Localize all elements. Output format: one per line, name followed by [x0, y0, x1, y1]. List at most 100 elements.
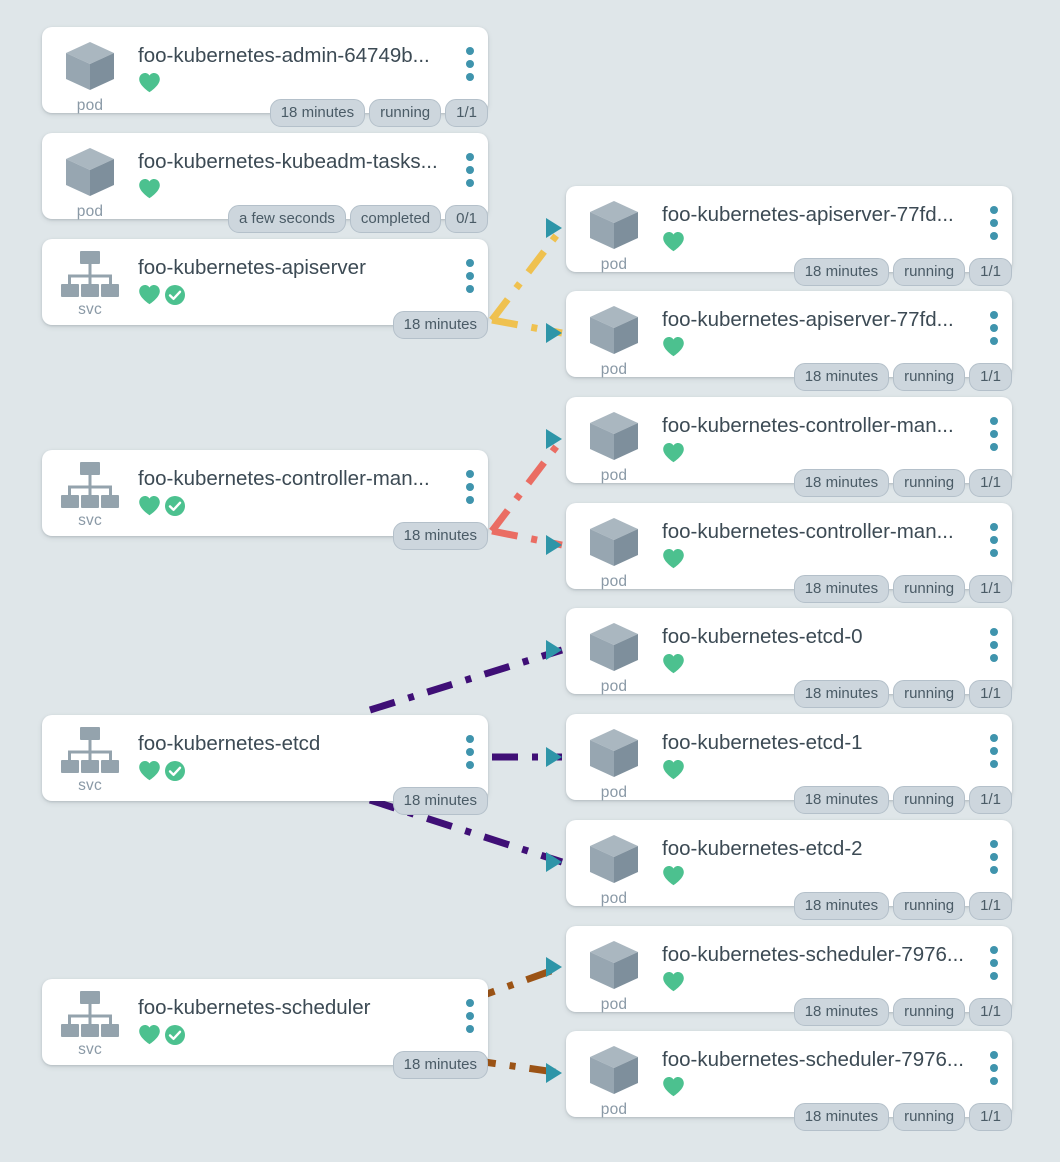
node-inner: pod foo-kubernetes-apiserver-77fd... 18 mi… — [566, 186, 1012, 286]
status-pill: 1/1 — [969, 469, 1012, 497]
edge-e-controller-2 — [491, 527, 563, 549]
node-card-pod-etcd-0[interactable]: pod foo-kubernetes-etcd-0 18 minutes runnin… — [566, 608, 1012, 708]
kebab-menu-icon[interactable] — [466, 259, 474, 293]
node-card-pod-controller-manager-2[interactable]: pod foo-kubernetes-controller-man... 18 mi… — [566, 503, 1012, 603]
status-pill: 1/1 — [969, 575, 1012, 603]
hierarchy-icon — [61, 991, 119, 1037]
status-pill: running — [893, 998, 966, 1026]
node-title: foo-kubernetes-apiserver-77fd... — [662, 203, 954, 226]
node-body: foo-kubernetes-etcd-2 — [662, 820, 1012, 888]
heart-icon — [139, 761, 160, 781]
kebab-menu-icon[interactable] — [990, 417, 998, 451]
status-pill: 18 minutes — [793, 575, 890, 603]
hierarchy-icon — [61, 251, 119, 297]
node-body: foo-kubernetes-etcd-1 — [662, 714, 1012, 782]
hierarchy-icon — [61, 727, 119, 773]
edge-arrowhead — [546, 1063, 562, 1083]
edge-arrowhead — [546, 535, 562, 555]
node-pill-group: 18 minutes running 1/1 — [793, 469, 1012, 497]
status-pill: 18 minutes — [269, 99, 366, 127]
kebab-menu-icon[interactable] — [466, 999, 474, 1033]
node-card-pod-admin[interactable]: pod foo-kubernetes-admin-64749b... 18 minu… — [42, 27, 488, 127]
node-inner: pod foo-kubernetes-admin-64749b... 18 minu… — [42, 27, 488, 127]
status-pill: 18 minutes — [392, 522, 488, 550]
node-card-pod-scheduler-1[interactable]: pod foo-kubernetes-scheduler-7976... 18 mi… — [566, 926, 1012, 1026]
node-kind-label: pod — [600, 678, 628, 695]
node-status-icons — [662, 864, 972, 888]
status-pill: running — [893, 363, 966, 391]
node-card-pod-apiserver-1[interactable]: pod foo-kubernetes-apiserver-77fd... 18 mi… — [566, 186, 1012, 286]
node-inner: pod foo-kubernetes-etcd-1 18 minutes runnin… — [566, 714, 1012, 814]
cube-icon — [590, 1046, 638, 1094]
node-card-pod-scheduler-2[interactable]: pod foo-kubernetes-scheduler-7976... 18 mi… — [566, 1031, 1012, 1131]
kebab-menu-icon[interactable] — [990, 946, 998, 980]
node-icon: pod — [42, 133, 138, 220]
node-card-svc-etcd[interactable]: svc foo-kubernetes-etcd 18 minutes — [42, 715, 488, 815]
status-pill: running — [893, 786, 966, 814]
kebab-menu-icon[interactable] — [466, 47, 474, 81]
kebab-menu-icon[interactable] — [990, 840, 998, 874]
node-pill-group: 18 minutes running 1/1 — [793, 363, 1012, 391]
heart-icon — [663, 443, 684, 463]
node-body: foo-kubernetes-etcd-0 — [662, 608, 1012, 676]
status-pill: 1/1 — [969, 1103, 1012, 1131]
status-pill: 18 minutes — [392, 311, 488, 339]
status-pill: running — [893, 892, 966, 920]
node-title: foo-kubernetes-controller-man... — [662, 520, 954, 543]
kebab-menu-icon[interactable] — [466, 735, 474, 769]
node-body: foo-kubernetes-scheduler-7976... — [662, 1031, 1012, 1099]
edge-arrowhead — [546, 957, 562, 977]
node-card-pod-apiserver-2[interactable]: pod foo-kubernetes-apiserver-77fd... 18 mi… — [566, 291, 1012, 391]
node-inner: pod foo-kubernetes-controller-man... 18 mi… — [566, 503, 1012, 603]
node-pill-group: 18 minutes running 1/1 — [793, 1103, 1012, 1131]
node-status-icons — [138, 759, 448, 783]
heart-icon — [663, 654, 684, 674]
kebab-menu-icon[interactable] — [466, 153, 474, 187]
kebab-menu-icon[interactable] — [990, 206, 998, 240]
node-card-pod-etcd-1[interactable]: pod foo-kubernetes-etcd-1 18 minutes runnin… — [566, 714, 1012, 814]
node-card-svc-controller-manager[interactable]: svc foo-kubernetes-controller-man... 18 mi… — [42, 450, 488, 550]
heart-icon — [663, 232, 684, 252]
node-kind-label: pod — [76, 203, 104, 220]
status-pill: a few seconds — [228, 205, 346, 233]
node-pill-group: 18 minutes running 1/1 — [793, 680, 1012, 708]
kebab-menu-icon[interactable] — [990, 1051, 998, 1085]
check-circle-icon — [165, 284, 185, 305]
node-kind-label: pod — [600, 573, 628, 590]
node-pill-group: 18 minutes running 1/1 — [793, 575, 1012, 603]
node-card-svc-scheduler[interactable]: svc foo-kubernetes-scheduler 18 minutes — [42, 979, 488, 1079]
cube-icon — [590, 835, 638, 883]
kebab-menu-icon[interactable] — [990, 734, 998, 768]
node-body: foo-kubernetes-kubeadm-tasks... — [138, 133, 488, 201]
kebab-menu-icon[interactable] — [990, 628, 998, 662]
kebab-menu-icon[interactable] — [990, 311, 998, 345]
node-card-svc-apiserver[interactable]: svc foo-kubernetes-apiserver 18 minutes — [42, 239, 488, 339]
node-inner: pod foo-kubernetes-scheduler-7976... 18 mi… — [566, 926, 1012, 1026]
node-title: foo-kubernetes-etcd-1 — [662, 731, 863, 754]
node-card-pod-controller-manager-1[interactable]: pod foo-kubernetes-controller-man... 18 mi… — [566, 397, 1012, 497]
node-icon: svc — [42, 450, 138, 529]
node-kind-label: svc — [78, 301, 102, 318]
node-card-pod-kubeadm-tasks[interactable]: pod foo-kubernetes-kubeadm-tasks... a few … — [42, 133, 488, 233]
node-pill-group: 18 minutes — [392, 787, 488, 815]
node-title: foo-kubernetes-apiserver — [138, 256, 366, 279]
node-inner: pod foo-kubernetes-controller-man... 18 mi… — [566, 397, 1012, 497]
node-status-icons — [662, 758, 972, 782]
edge-e-etcd-0 — [368, 646, 564, 714]
node-body: foo-kubernetes-apiserver-77fd... — [662, 291, 1012, 359]
node-icon: pod — [42, 27, 138, 114]
status-pill: 18 minutes — [392, 1051, 488, 1079]
status-pill: 18 minutes — [793, 892, 890, 920]
node-icon: pod — [566, 820, 662, 907]
kebab-menu-icon[interactable] — [466, 470, 474, 504]
node-inner: pod foo-kubernetes-apiserver-77fd... 18 mi… — [566, 291, 1012, 391]
status-pill: running — [893, 469, 966, 497]
node-status-icons — [138, 177, 448, 201]
kebab-menu-icon[interactable] — [990, 523, 998, 557]
status-pill: running — [369, 99, 442, 127]
edge-e-apiserver-1 — [489, 225, 565, 323]
status-pill: running — [893, 680, 966, 708]
node-card-pod-etcd-2[interactable]: pod foo-kubernetes-etcd-2 18 minutes runnin… — [566, 820, 1012, 920]
node-title: foo-kubernetes-etcd-0 — [662, 625, 863, 648]
node-body: foo-kubernetes-controller-man... — [138, 450, 488, 518]
